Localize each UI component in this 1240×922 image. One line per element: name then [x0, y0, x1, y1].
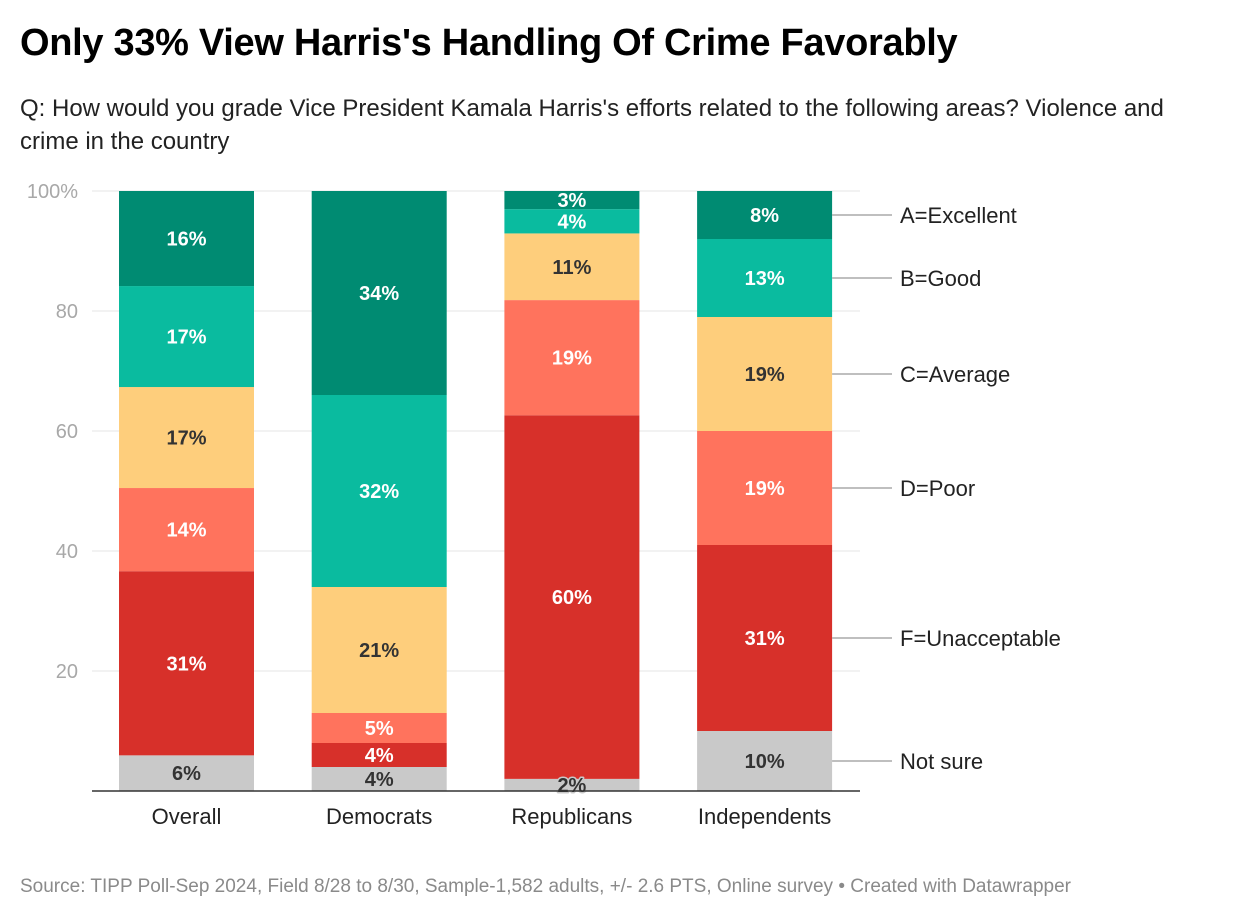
legend-label: F=Unacceptable [900, 626, 1061, 651]
x-category-label: Overall [152, 804, 222, 829]
legend-label: Not sure [900, 749, 983, 774]
bar-segment [697, 431, 833, 545]
data-label: 60% [552, 587, 592, 609]
chart-title: Only 33% View Harris's Handling Of Crime… [20, 22, 958, 64]
bar-segment [504, 209, 640, 234]
data-label: 4% [557, 211, 586, 233]
bar-segment [311, 713, 447, 743]
y-tick-label: 80 [56, 301, 78, 323]
bar-segment [697, 545, 833, 731]
data-label: 10% [745, 751, 785, 773]
data-label: 11% [552, 257, 591, 279]
data-label: 17% [166, 428, 206, 450]
data-label: 19% [745, 478, 785, 500]
data-label: 8% [750, 205, 779, 227]
source-note: Source: TIPP Poll-Sep 2024, Field 8/28 t… [20, 876, 1071, 897]
bar-segment [504, 300, 640, 416]
data-label: 4% [365, 769, 394, 791]
data-label: 3% [557, 190, 586, 212]
legend-label: D=Poor [900, 476, 975, 501]
bar-segment [504, 415, 640, 779]
data-label: 13% [745, 268, 785, 290]
bar-segment [504, 233, 640, 301]
bar-segment [311, 191, 447, 395]
bar-segment [119, 571, 254, 756]
y-tick-label: 20 [56, 661, 78, 683]
y-tick-label: 40 [56, 541, 78, 563]
bar-segment [504, 778, 640, 791]
data-label: 32% [359, 481, 399, 503]
bar-segment [311, 395, 447, 587]
legend-label: A=Excellent [900, 203, 1017, 228]
x-category-label: Independents [698, 804, 831, 829]
bar-segment [697, 191, 833, 239]
bar-segment [119, 755, 254, 791]
chart-subtitle: Q: How would you grade Vice President Ka… [20, 95, 1164, 155]
bar-segment [119, 387, 254, 489]
legend-label: C=Average [900, 362, 1010, 387]
y-tick-label: 60 [56, 421, 78, 443]
stacked-bar-chart: 20 40 60 80 100% Overall Democrats Republicans I… [27, 181, 1061, 829]
legend-label: B=Good [900, 266, 981, 291]
x-category-label: Republicans [511, 804, 632, 829]
data-label: 34% [359, 283, 399, 305]
data-label: 2% [557, 775, 586, 797]
data-label: 6% [172, 763, 201, 785]
data-label: 19% [552, 348, 592, 370]
data-label: 5% [365, 718, 394, 740]
data-label: 31% [745, 628, 785, 650]
x-category-label: Democrats [326, 804, 432, 829]
bar-segment [697, 239, 833, 317]
bar-segment [119, 191, 254, 287]
data-label: 19% [745, 364, 785, 386]
data-label: 17% [166, 327, 206, 349]
data-label: 31% [166, 653, 206, 675]
bar-segment [119, 488, 254, 572]
bar-segment [504, 191, 640, 210]
bar-segment [311, 743, 447, 767]
data-label: 16% [166, 229, 206, 251]
bar-segment [119, 286, 254, 388]
data-label: 21% [359, 640, 399, 662]
bar-segment [697, 731, 833, 791]
bar-segment [311, 587, 447, 713]
bar-segment [697, 317, 833, 431]
data-label: 4% [365, 745, 394, 767]
y-tick-label: 100% [27, 181, 78, 203]
data-label: 14% [166, 520, 206, 542]
bar-segment [311, 767, 447, 791]
